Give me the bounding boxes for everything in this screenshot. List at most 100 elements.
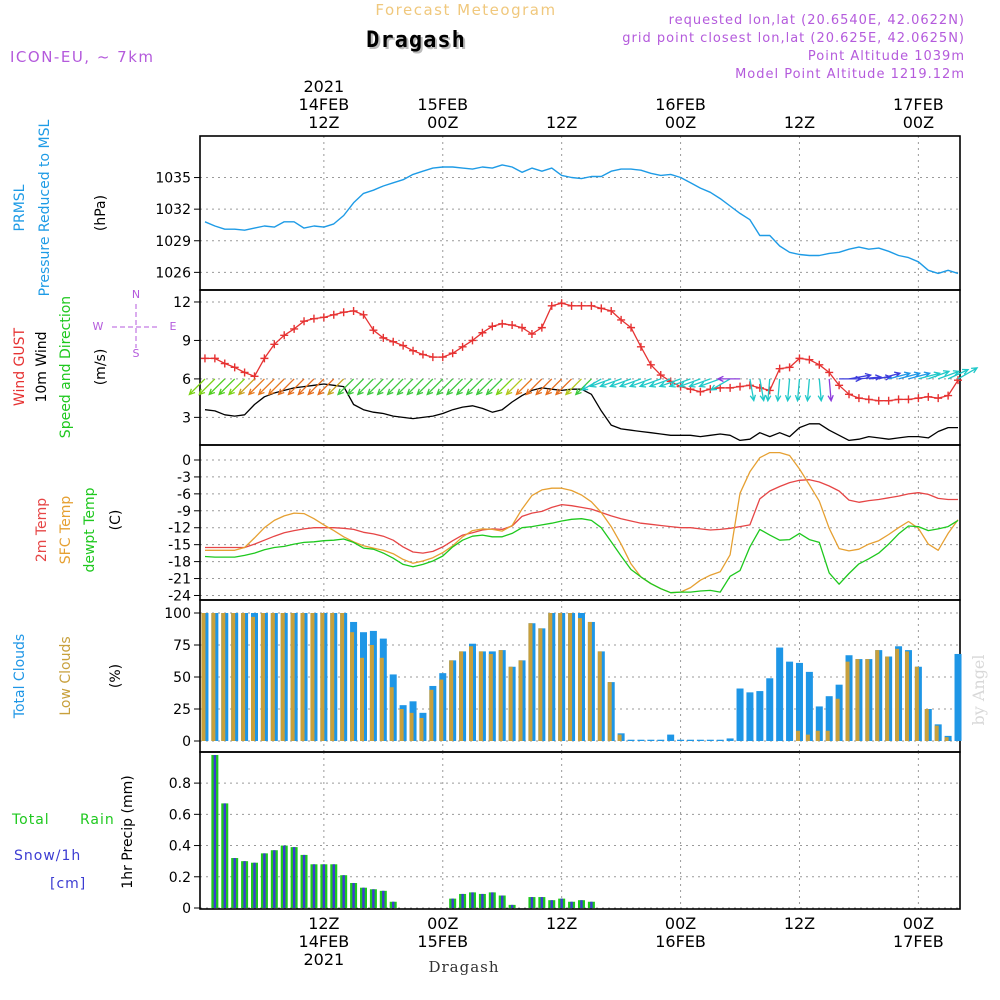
cloud-low-bar (528, 623, 533, 741)
wind-direction-arrow (485, 378, 503, 396)
wind-direction-arrow (784, 378, 792, 403)
precip-snow-bar (451, 898, 454, 908)
wind-direction-arrow (346, 378, 364, 396)
ytick-label-pressure: 1032 (155, 202, 191, 218)
precip-snow-bar (461, 893, 464, 908)
series-line-prmsl (204, 164, 959, 275)
wind-direction-arrow (445, 378, 464, 396)
gust-point (696, 387, 705, 396)
cloud-low-bar (280, 613, 285, 741)
cloud-low-bar (825, 730, 830, 741)
cloud-low-bar (924, 709, 929, 741)
ytick-label-temperature: -3 (177, 470, 191, 486)
precip-total-label: Total (11, 812, 50, 828)
cloud-low-bar (250, 616, 255, 741)
gust-point (518, 323, 527, 332)
compass-w: W (93, 320, 104, 333)
cloud-total-bar (815, 706, 823, 741)
wind-direction-arrow (406, 378, 424, 396)
cloud-low-bar (488, 653, 493, 741)
ytick-label-temperature: -9 (177, 504, 191, 520)
gust-point (567, 301, 576, 310)
ytick-label-precip: 0 (182, 901, 191, 917)
gust-point (805, 355, 814, 364)
cloud-low-bar (568, 613, 573, 741)
gust-point (924, 392, 933, 401)
wind-direction-arrow (898, 371, 922, 380)
cloud-total-bar (756, 691, 764, 741)
ytick-label-wind: 6 (182, 372, 191, 388)
cloud-low-bar (359, 657, 364, 741)
series-line-dewpt-temp (204, 518, 959, 594)
gust-point (399, 341, 408, 350)
wind-direction-arrow (749, 378, 757, 403)
gust-point (210, 354, 219, 363)
time-label-bottom: 00Z (903, 914, 934, 933)
wind-direction-arrow (525, 378, 543, 396)
ytick-label-precip: 0.2 (169, 870, 191, 886)
precip-snow-bar (510, 904, 514, 908)
time-label-top: 12Z (308, 113, 339, 132)
ytick-label-wind: 3 (182, 410, 191, 426)
cloud-low-bar (241, 613, 246, 741)
wind-direction-arrow (386, 378, 404, 396)
ytick-label-temperature: 0 (182, 453, 191, 469)
gust-point (845, 390, 854, 399)
wind-direction-arrow (297, 378, 315, 396)
pressure-label-desc: Pressure Reduced to MSL (37, 119, 53, 296)
wind-direction-arrow (277, 378, 295, 396)
total-clouds-label: Total Clouds (12, 634, 28, 719)
wind-direction-arrow (775, 378, 782, 403)
gust-point (646, 360, 655, 369)
gust-point (290, 324, 299, 333)
wind-direction-arrow (317, 378, 335, 396)
cloud-total-bar (766, 678, 774, 741)
cloud-total-bar (795, 662, 803, 741)
cloud-total-bar (637, 739, 645, 741)
ytick-label-temperature: -21 (168, 572, 191, 588)
time-label-bottom: 17FEB (893, 932, 944, 951)
wind-direction-arrow (505, 378, 523, 396)
station-name-shadow: Dragash (368, 30, 468, 55)
wind-direction-arrow (535, 378, 553, 396)
requested-coordinates: requested lon,lat (20.6540E, 42.0622N) (669, 13, 965, 28)
gust-point (587, 301, 596, 310)
gust-point (448, 349, 457, 358)
gust-point (825, 368, 834, 377)
time-label-top: 12Z (546, 113, 577, 132)
cloud-low-bar (320, 613, 325, 741)
precip-snow-bar (590, 901, 593, 908)
gust-point (874, 396, 883, 405)
wind-direction-arrow (554, 378, 573, 396)
gust-point (438, 353, 447, 362)
wind-direction-arrow (628, 378, 652, 388)
gust-point (914, 394, 923, 403)
time-label-top: 00Z (427, 113, 458, 132)
cloud-low-bar (587, 621, 592, 741)
wind-direction-arrow (908, 371, 932, 380)
precip-snow-bar (392, 901, 395, 908)
wind-direction-arrow (287, 378, 305, 396)
gust-point (785, 363, 794, 372)
side-labels: PRMSL Pressure Reduced to MSL (hPa) Wind… (11, 119, 177, 892)
wind-direction-arrow (678, 378, 701, 388)
precip-snow-bar (342, 875, 345, 908)
precip-snow-bar (312, 864, 316, 908)
wind-direction-arrow (638, 378, 661, 388)
wind-direction-arrow (827, 378, 834, 403)
ytick-label-pressure: 1026 (155, 265, 191, 281)
cloud-low-bar (379, 657, 384, 741)
wind-direction-arrow (356, 378, 374, 396)
gust-point (309, 314, 318, 323)
forecast-meteogram-title: Forecast Meteogram (375, 1, 556, 19)
cloud-low-bar (577, 618, 582, 741)
wind-direction-arrow (794, 378, 802, 403)
wind-10m-label: 10m Wind (34, 331, 50, 402)
wind-direction-arrow (336, 378, 355, 396)
ytick-label-temperature: -18 (168, 555, 191, 571)
wind-direction-arrow (376, 378, 394, 396)
gust-point (488, 322, 497, 331)
cloud-total-bar (954, 653, 962, 741)
cloud-low-bar (607, 682, 612, 741)
